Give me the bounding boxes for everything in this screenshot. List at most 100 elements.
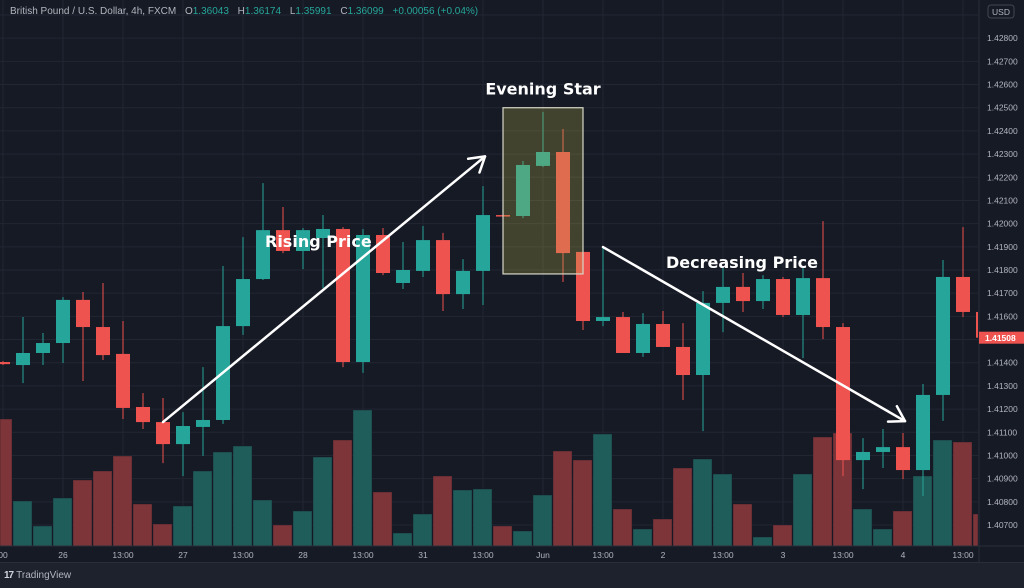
time-tick-label: 00 — [0, 550, 8, 560]
candle — [56, 297, 70, 363]
volume-bar — [492, 525, 513, 547]
volume-bar — [152, 523, 173, 547]
candle-body — [856, 451, 870, 461]
volume-bar — [972, 513, 979, 547]
time-tick-label: Jun — [536, 550, 550, 560]
rising-price-label: Rising Price — [265, 232, 372, 251]
rising-price-arrow-line — [161, 155, 487, 424]
volume-bar — [352, 409, 373, 547]
candle-body — [936, 276, 950, 395]
price-tick-label: 1.41700 — [987, 288, 1018, 298]
last-price-badge — [979, 331, 1024, 344]
candle-body — [876, 447, 890, 452]
decreasing-price-label: Decreasing Price — [666, 253, 818, 272]
candle-body — [416, 240, 430, 271]
candle — [336, 227, 350, 368]
volume-bar — [192, 470, 213, 547]
volume-bar — [792, 473, 813, 547]
candle-body — [816, 278, 830, 328]
candle — [156, 397, 170, 464]
candle-body — [596, 317, 610, 321]
tradingview-logo-icon: 17 — [4, 570, 14, 581]
candle — [656, 311, 670, 347]
time-tick-label: 28 — [298, 550, 308, 560]
candle — [356, 228, 370, 373]
candle-body — [576, 251, 590, 321]
candle — [456, 259, 470, 309]
candle — [136, 393, 150, 430]
candle — [896, 432, 910, 480]
candlestick-chart[interactable]: Evening Star Rising Price Decreasing Price… — [0, 0, 1024, 563]
low-value: 1.35991 — [295, 6, 332, 17]
candle — [856, 438, 870, 490]
price-tick-label: 1.42100 — [987, 195, 1018, 205]
price-tick-label: 1.41900 — [987, 242, 1018, 252]
candle-body — [76, 299, 90, 328]
close-value: 1.36099 — [347, 6, 384, 17]
candle-body — [656, 324, 670, 347]
price-tick-label: 1.42400 — [987, 126, 1018, 136]
tradingview-logo[interactable]: 17 TradingView — [4, 570, 71, 581]
candle-body — [776, 279, 790, 315]
volume-bar — [92, 470, 113, 547]
candle — [76, 292, 90, 382]
price-tick-label: 1.42600 — [987, 80, 1018, 90]
candle — [256, 183, 270, 280]
volume-bar — [892, 510, 913, 547]
candle — [556, 129, 570, 283]
volume-bar — [372, 491, 393, 547]
time-tick-label: 13:00 — [952, 550, 974, 560]
candle-body — [0, 362, 10, 365]
candle — [276, 206, 290, 254]
candle — [196, 367, 210, 456]
time-tick-label: 27 — [178, 550, 188, 560]
candle — [876, 429, 890, 468]
candle — [816, 221, 830, 340]
candle — [0, 361, 10, 366]
price-axis[interactable]: USD 1.42800 1.42700 1.42600 1.42500 1.42400 1.… — [978, 0, 1024, 563]
price-tick-label: 1.42000 — [987, 219, 1018, 229]
brand-name: TradingView — [16, 570, 72, 581]
candles — [0, 111, 984, 497]
candle-body — [736, 286, 750, 302]
volume-bar — [392, 532, 413, 547]
candle — [476, 186, 490, 306]
candle-body — [716, 286, 730, 303]
decreasing-price-arrow-line — [601, 245, 907, 423]
close-label: C — [340, 6, 348, 17]
volume-bar — [292, 510, 313, 547]
candle — [316, 215, 330, 289]
candle-body — [96, 327, 110, 356]
candle-body — [336, 228, 350, 363]
price-tick-label: 1.41000 — [987, 450, 1018, 460]
volume-bar — [312, 456, 333, 547]
candle — [536, 111, 550, 168]
time-tick-label: 13:00 — [712, 550, 734, 560]
candle-body — [116, 353, 130, 408]
price-tick-label: 1.41200 — [987, 404, 1018, 414]
volume-bar — [692, 458, 713, 547]
volume-bar — [212, 451, 233, 547]
candle-body — [176, 426, 190, 445]
time-tick-label: 4 — [901, 550, 906, 560]
candle-body — [256, 230, 270, 280]
volume-bar — [232, 445, 253, 547]
volume-bar — [932, 439, 953, 547]
candle-body — [36, 343, 50, 353]
candle — [676, 323, 690, 401]
time-tick-label: 13:00 — [112, 550, 134, 560]
price-tick-label: 1.41600 — [987, 311, 1018, 321]
candle — [596, 247, 610, 327]
candle — [176, 412, 190, 477]
price-tick-label: 1.42700 — [987, 56, 1018, 66]
price-tick-label: 1.42500 — [987, 103, 1018, 113]
price-tick-label: 1.41400 — [987, 358, 1018, 368]
time-axis[interactable]: 00 26 13:00 27 13:00 28 13:00 31 13:00 Jun 13:00 2 1… — [0, 545, 1024, 563]
candle — [956, 227, 970, 318]
time-tick-label: 13:00 — [352, 550, 374, 560]
candle-body — [976, 311, 978, 338]
candle-body — [636, 324, 650, 353]
candle — [36, 333, 50, 366]
volume-bar — [172, 505, 193, 547]
price-axis-background — [978, 0, 1024, 563]
